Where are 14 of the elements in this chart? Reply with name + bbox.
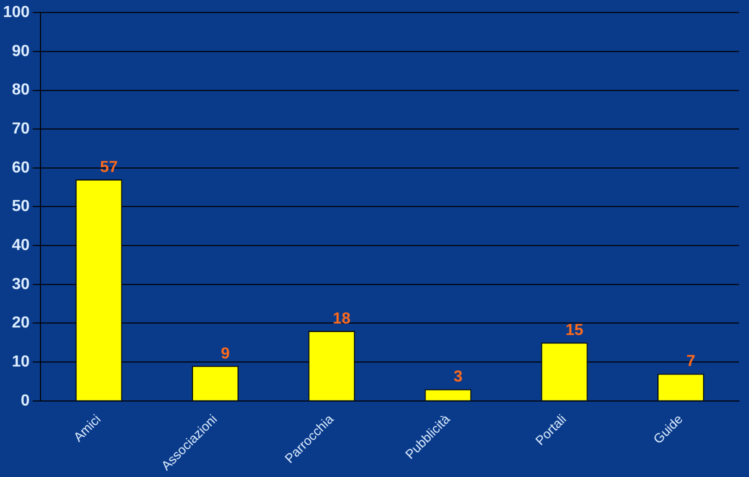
y-tick-label: 0: [20, 392, 30, 410]
data-label: 9: [220, 345, 230, 362]
data-label: 3: [454, 368, 463, 386]
y-tick-label: 30: [12, 276, 30, 293]
y-tick-label: 80: [12, 82, 30, 99]
y-tick-label: 70: [12, 120, 30, 138]
y-tick-label: 100: [2, 4, 30, 22]
y-tick-label: 90: [12, 42, 30, 60]
data-label: 15: [566, 322, 584, 340]
y-tick-label: 40: [12, 236, 30, 254]
y-tick-label: 20: [12, 314, 30, 332]
y-tick-label: 10: [12, 353, 30, 370]
y-tick-label: 50: [12, 198, 30, 216]
y-tick-label: 60: [12, 159, 30, 176]
